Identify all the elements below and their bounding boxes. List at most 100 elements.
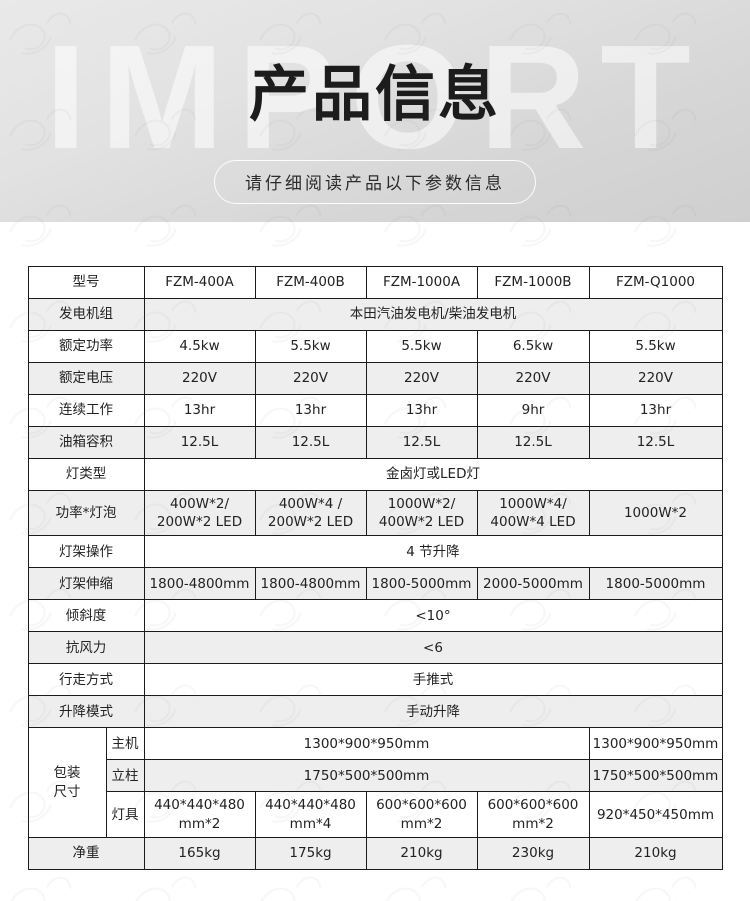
page-title: 产品信息 [249,60,501,130]
cell-line: 920*450*450mm [596,806,715,823]
cell-line: mm*2 [178,815,221,832]
cell-value-3: 1800-5000mm [365,567,478,601]
cell-line: 600*600*600 [487,797,579,814]
row-label: 型号 [27,266,145,299]
table-row-油箱容积: 油箱容积 12.5L 12.5L 12.5L 12.5L 12.5L [27,426,723,459]
row-label: 灯类型 [27,458,145,491]
row-label-packaging: 包装 尺寸 [27,727,107,838]
cell-value-3: 12.5L [365,426,478,459]
cell-value-4: 2000-5000mm [476,567,590,601]
cell-value-1: 12.5L [143,426,256,459]
cell-value-2: 5.5kw [254,330,367,363]
model-header-3: FZM-1000A [365,266,478,299]
cell-value-5: 5.5kw [588,330,723,363]
table-row-packaging-灯具: 灯具 440*440*480 mm*2 440*440*480 mm*4 600*600*… [28,791,723,838]
cell-value-4: 220V [476,362,590,395]
cell-value-1: 165kg [143,836,256,870]
page-banner: IMPORT 产品信息 请仔细阅读产品以下参数信息 [0,0,750,222]
cell-value-3: 1000W*2/400W*2 LED [365,489,478,537]
cell-value-4: 12.5L [476,426,590,459]
cell-value-5: 12.5L [588,426,723,459]
model-header-5: FZM-Q1000 [588,266,723,299]
cell-value-2: 1800-4800mm [254,567,367,601]
cell-merged-value: 1300*900*950mm [143,727,590,761]
table-row-倾斜度: 倾斜度 <10° [27,599,723,633]
cell-value-2: 400W*4 / 200W*2 LED [254,489,367,537]
cell-line: mm*4 [289,815,332,832]
row-label: 升降模式 [27,695,145,729]
row-merged-value: 本田汽油发电机/柴油发电机 [143,298,723,331]
cell-value-5: 13hr [588,394,723,427]
cell-line: 440*440*480 [265,797,356,814]
banner-subtitle: 请仔细阅读产品以下参数信息 [214,160,536,204]
row-label-net-weight: 净重 [27,836,145,870]
cell-line: 200W*2 LED [267,514,354,531]
cell-value-1: 400W*2/200W*2 LED [143,489,256,537]
row-sublabel: 主机 [105,727,145,761]
table-row-连续工作: 连续工作 13hr 13hr 13hr 9hr 13hr [27,394,723,427]
table-row-灯架操作: 灯架操作 4 节升降 [27,535,723,569]
cell-value-1: 1800-4800mm [143,567,256,601]
row-label: 功率*灯泡 [27,489,145,537]
cell-line: mm*2 [512,815,554,832]
cell-value-2: 440*440*480 mm*4 [254,791,367,838]
cell-line: 1000W*2 [623,505,688,522]
row-merged-value: 手动升降 [143,695,723,729]
cell-value-5: 210kg [588,836,723,870]
cell-value-3: 13hr [365,394,478,427]
cell-value-1: 4.5kw [143,330,256,363]
table-row-升降模式: 升降模式 手动升降 [27,695,723,729]
cell-line: 尺寸 [53,783,81,800]
cell-value-4: 6.5kw [476,330,590,363]
cell-value-2: 12.5L [254,426,367,459]
table-row-packaging-立柱: 立柱 1750*500*500mm 1750*500*500mm [28,759,723,793]
cell-value-5: 1300*900*950mm [588,727,723,761]
row-label: 油箱容积 [27,426,145,459]
cell-line: 1000W*4/ [499,496,567,512]
spec-table: 型号 FZM-400A FZM-400B FZM-1000A FZM-1000B FZM-… [27,266,723,870]
cell-value-1: 440*440*480 mm*2 [143,791,256,838]
row-label: 灯架操作 [27,535,145,569]
row-merged-value: 金卤灯或LED灯 [143,458,723,491]
table-row-发电机组: 发电机组 本田汽油发电机/柴油发电机 [27,298,723,331]
cell-line: 400W*4 / [278,496,343,512]
table-row-灯类型: 灯类型 金卤灯或LED灯 [27,458,723,491]
cell-value-1: 13hr [143,394,256,427]
row-label: 倾斜度 [27,599,145,633]
cell-value-3: 210kg [365,836,478,870]
cell-value-4: 9hr [476,394,590,427]
cell-merged-value: 1750*500*500mm [143,759,590,793]
table-row-packaging-主机: 包装 尺寸 主机 1300*900*950mm 1300*900*950mm [27,727,723,838]
cell-line: 200W*2 LED [156,514,243,531]
row-merged-value: 4 节升降 [143,535,723,569]
cell-line: 400W*2 LED [378,514,465,531]
row-label: 灯架伸缩 [27,567,145,601]
model-header-1: FZM-400A [143,266,256,299]
cell-value-4: 230kg [476,836,590,870]
cell-line: 1000W*2/ [387,496,456,512]
cell-value-3: 220V [365,362,478,395]
row-merged-value: 手推式 [143,663,723,697]
cell-value-1: 220V [143,362,256,395]
banner-subtitle-wrap: 请仔细阅读产品以下参数信息 [0,160,750,204]
row-sublabel: 灯具 [105,791,145,838]
cell-value-2: 220V [254,362,367,395]
row-label: 发电机组 [27,298,145,331]
cell-line: 400W*2/ [169,496,229,512]
row-label: 连续工作 [27,394,145,427]
cell-value-2: 175kg [254,836,367,870]
cell-value-5: 220V [588,362,723,395]
cell-value-3: 600*600*600 mm*2 [365,791,478,838]
model-header-4: FZM-1000B [476,266,590,299]
table-row-型号: 型号 FZM-400A FZM-400B FZM-1000A FZM-1000B FZM-… [27,266,723,299]
cell-value-2: 13hr [254,394,367,427]
row-merged-value: <6 [143,631,723,665]
table-row-抗风力: 抗风力 <6 [27,631,723,665]
row-label: 额定功率 [27,330,145,363]
cell-line: 包装 [53,765,81,782]
cell-value-3: 5.5kw [365,330,478,363]
cell-line: 440*440*480 [154,797,245,814]
cell-value-5: 1800-5000mm [588,567,723,601]
cell-value-5: 1000W*2 [588,489,723,537]
